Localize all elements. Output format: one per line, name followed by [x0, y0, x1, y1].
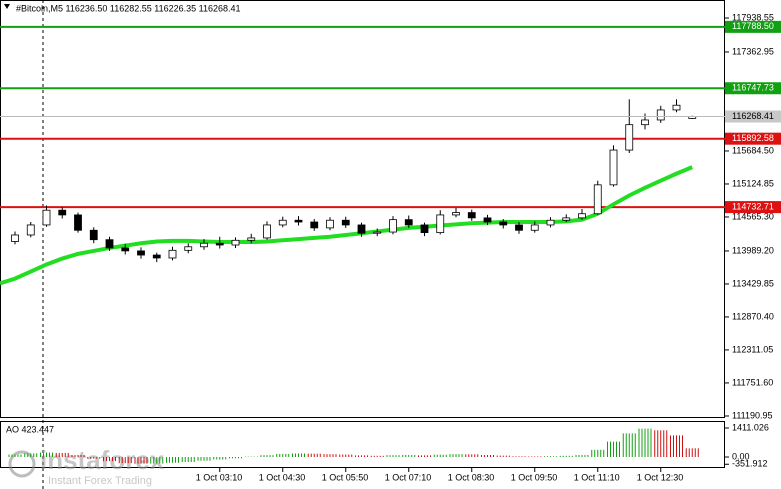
candle-body	[672, 104, 681, 111]
level-label: 116747.73	[732, 83, 774, 93]
moving-average	[0, 165, 694, 286]
y-tick-label: 112311.05	[732, 344, 773, 354]
candle-body	[26, 224, 35, 236]
y-tick-label: 111190.95	[732, 410, 773, 420]
candle-body	[562, 217, 571, 221]
candle-body	[436, 214, 445, 234]
candle-body	[184, 246, 193, 251]
candle-body	[89, 229, 98, 241]
y-tick-label: 115124.85	[732, 178, 774, 188]
candle-body	[74, 214, 82, 231]
watermark-brand: instaforex	[40, 445, 165, 475]
x-tick-label: 1 Oct 12:30	[637, 472, 684, 482]
x-tick-label: 1 Oct 04:30	[259, 472, 306, 482]
current-price-box	[725, 110, 781, 123]
expand-icon	[4, 4, 10, 9]
candle-body	[483, 217, 492, 223]
candle-body	[625, 124, 634, 151]
x-tick-label: 1 Oct 09:50	[511, 472, 558, 482]
y-tick-label: 117362.95	[732, 46, 774, 56]
candle-body	[105, 239, 114, 249]
candle-body	[467, 212, 476, 219]
candle-body	[609, 149, 618, 186]
level-label-box	[725, 132, 781, 145]
price-frame	[0, 0, 725, 418]
candle-body	[42, 209, 51, 226]
y-tick-label: 115684.50	[732, 145, 774, 155]
y-tick-label: 117938.55	[732, 12, 774, 22]
watermark-logo	[8, 450, 36, 478]
candle-body	[389, 219, 397, 233]
level-label: 115892.58	[732, 133, 774, 143]
candle-body	[593, 184, 602, 215]
candle-body	[404, 219, 413, 226]
candle-body	[656, 109, 665, 121]
current-price-label: 116268.41	[732, 111, 774, 121]
y-tick-label: 113989.20	[732, 245, 774, 255]
watermark: instaforex Instant Forex Trading	[8, 445, 165, 487]
candle-body	[641, 119, 649, 126]
chart-title: #Bitcoin,M5 116236.50 116282.55 116226.3…	[16, 3, 241, 13]
candle-body	[420, 224, 429, 234]
candle-body	[215, 242, 224, 246]
candle-body	[530, 224, 539, 231]
y-tick-label: 114565.30	[732, 211, 774, 221]
candle-body	[263, 224, 271, 239]
candle-body	[294, 219, 303, 223]
indicator-tick-label: 1411.026	[732, 422, 769, 432]
indicator-tick-label: -351.912	[732, 459, 768, 469]
level-label-box	[725, 20, 781, 33]
x-tick-label: 1 Oct 05:50	[322, 472, 369, 482]
y-tick-label: 111751.60	[732, 377, 773, 387]
candle-body	[499, 221, 508, 226]
candle-body	[200, 242, 208, 248]
candle-body	[546, 219, 555, 226]
x-tick-label: 1 Oct 07:10	[385, 472, 432, 482]
candle-body	[231, 239, 240, 246]
level-label-box	[725, 201, 781, 214]
candle-body	[11, 234, 19, 242]
candle-body	[341, 219, 350, 226]
candle-body	[152, 254, 161, 259]
candle-body	[578, 213, 586, 219]
candle-body	[373, 231, 382, 234]
x-tick-label: 1 Oct 03:10	[196, 472, 243, 482]
y-tick-label: 112870.40	[732, 311, 774, 321]
candle-body	[452, 212, 460, 216]
indicator-title: AO 423.447	[6, 424, 54, 434]
indicator-frame	[0, 421, 725, 468]
candle-body	[326, 219, 334, 229]
level-label: 114732.71	[732, 201, 774, 211]
candle-body	[357, 224, 366, 234]
candle-body	[137, 250, 145, 256]
x-tick-label: 1 Oct 08:30	[448, 472, 495, 482]
x-tick-label: 1 Oct 11:10	[574, 472, 620, 482]
level-label-box	[725, 82, 781, 95]
candle-body	[168, 249, 177, 259]
level-label: 117788.50	[732, 21, 774, 31]
candle-body	[310, 221, 319, 229]
candle-body	[515, 224, 523, 231]
candle-body	[247, 237, 256, 241]
candle-body	[58, 209, 67, 216]
y-tick-label: 113429.85	[732, 278, 774, 288]
candle-body	[121, 247, 130, 252]
watermark-slogan: Instant Forex Trading	[48, 475, 152, 487]
indicator-tick-label: 0.00	[732, 451, 750, 461]
candle-body	[278, 219, 287, 226]
